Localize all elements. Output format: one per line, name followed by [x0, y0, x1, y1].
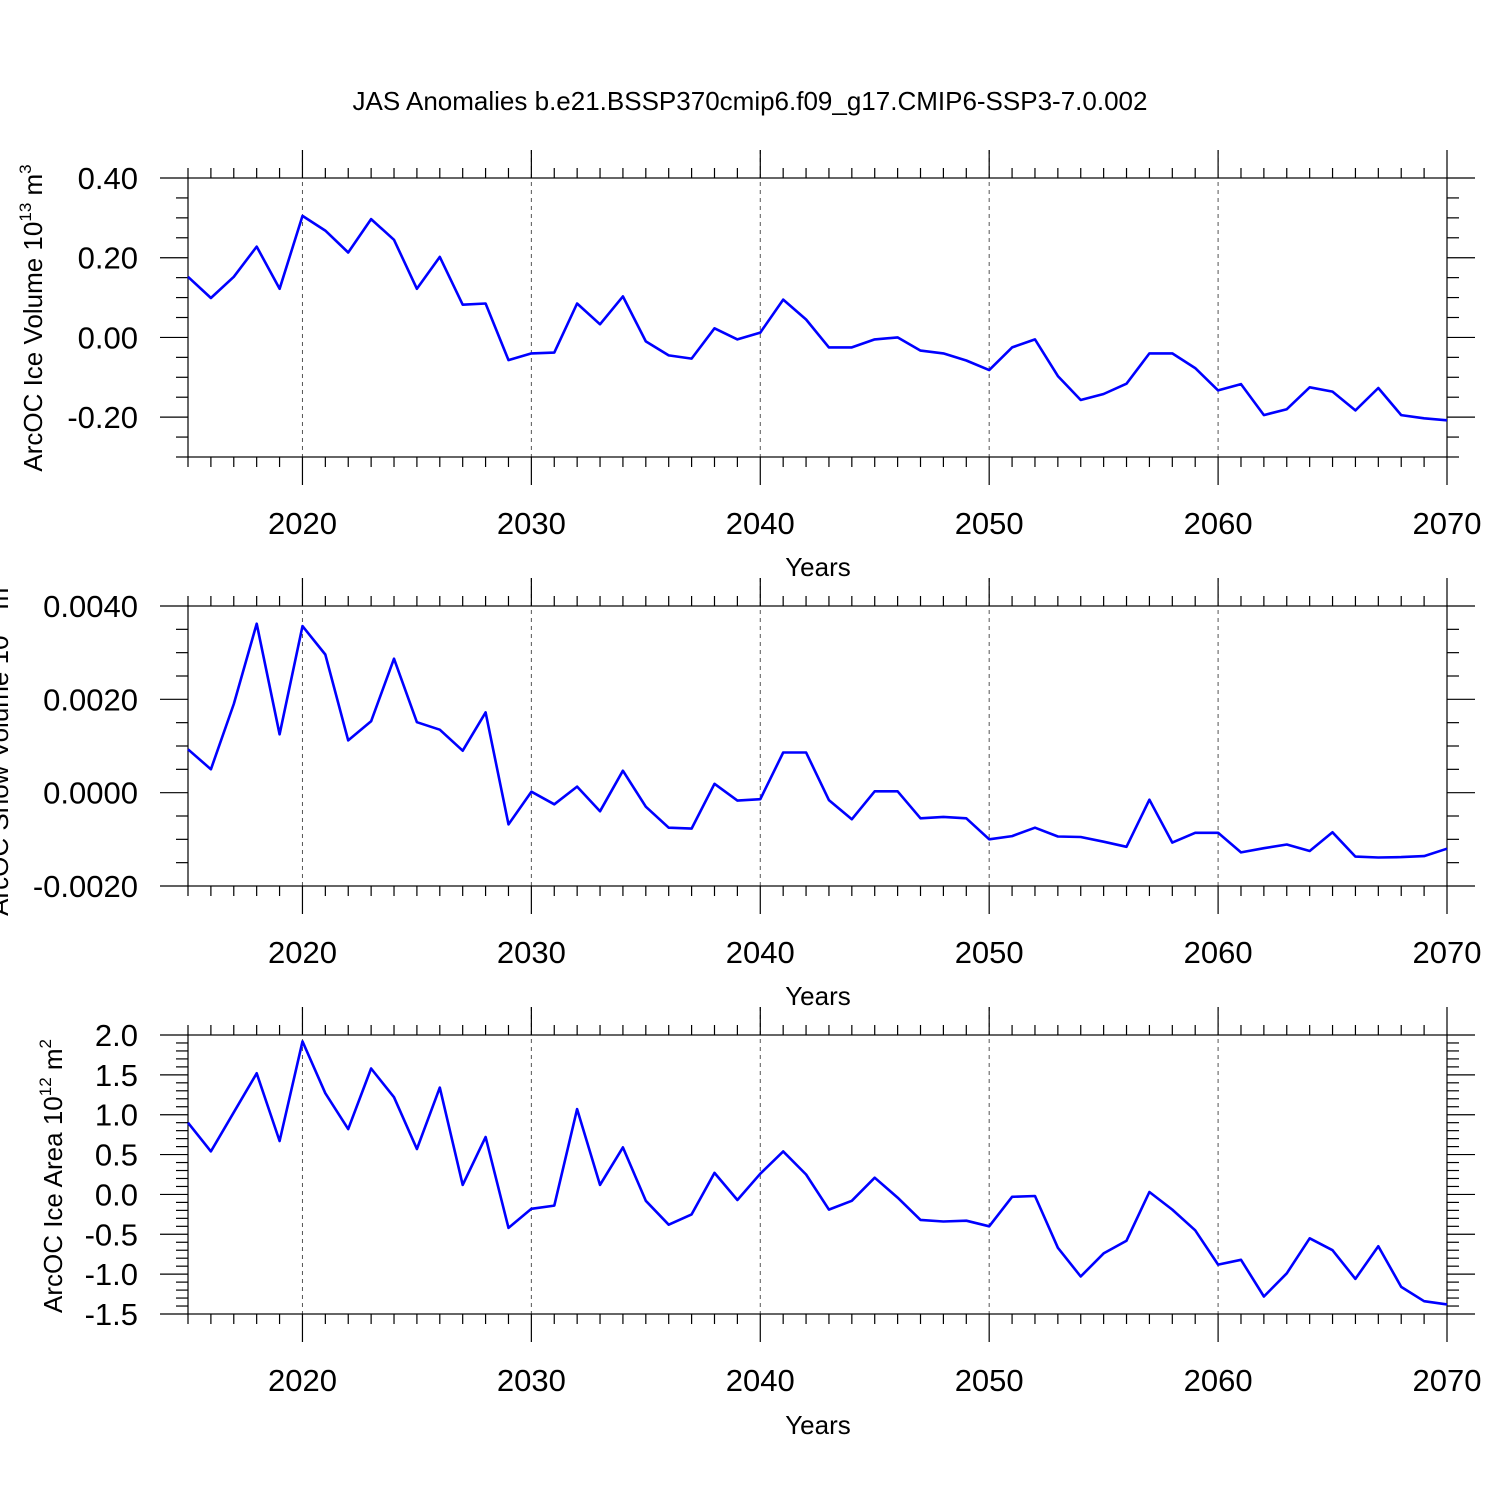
- x-tick-label: 2030: [497, 935, 566, 970]
- y-tick-label: 1.5: [95, 1058, 138, 1093]
- y-axis-label: ArcOC Ice Volume 1013 m3: [16, 164, 48, 471]
- x-axis-label: Years: [785, 1410, 851, 1440]
- y-tick-label: 0.0020: [43, 682, 138, 717]
- plot-frame: [187, 605, 1448, 887]
- series-line: [187, 622, 1448, 859]
- x-tick-label: 2050: [955, 506, 1024, 541]
- panel-ice-area: ArcOC Ice Area 1012 m2 Years 2020 2030 204…: [36, 1007, 1481, 1440]
- y-tick-label: 1.0: [95, 1098, 138, 1133]
- y-tick-label: 0.20: [78, 241, 138, 276]
- y-tick-label: 0.40: [78, 161, 138, 196]
- x-tick-label: 2020: [268, 935, 337, 970]
- x-tick-label: 2060: [1184, 1363, 1253, 1398]
- y-axis-label: ArcOC Ice Area 1012 m2: [36, 1039, 68, 1313]
- panel-snow-volume: ArcOC Snow Volume 1013 m3 Years 2020 2030…: [0, 578, 1481, 1011]
- y-tick-label: 0.00: [78, 320, 138, 355]
- x-tick-label: 2040: [726, 935, 795, 970]
- x-tick-label: 2060: [1184, 935, 1253, 970]
- y-tick-label: 0.5: [95, 1138, 138, 1173]
- y-tick-label: 0.0000: [43, 776, 138, 811]
- x-axis-label: Years: [785, 981, 851, 1011]
- plot-frame: [187, 177, 1448, 458]
- x-tick-label: 2060: [1184, 506, 1253, 541]
- series-line: [187, 214, 1448, 422]
- x-tick-label: 2030: [497, 506, 566, 541]
- y-tick-label: -0.0020: [33, 869, 138, 904]
- y-tick-label: 0.0040: [43, 589, 138, 624]
- figure-title: JAS Anomalies b.e21.BSSP370cmip6.f09_g17…: [353, 86, 1148, 116]
- plot-frame: [187, 1034, 1448, 1315]
- x-tick-label: 2020: [268, 1363, 337, 1398]
- y-tick-label: 0.0: [95, 1177, 138, 1212]
- y-tick-label: -0.5: [85, 1217, 138, 1252]
- x-axis-label: Years: [785, 552, 851, 582]
- y-tick-label: 2.0: [95, 1018, 138, 1053]
- y-tick-label: -1.0: [85, 1257, 138, 1292]
- x-tick-label: 2050: [955, 935, 1024, 970]
- x-tick-label: 2070: [1413, 1363, 1482, 1398]
- series-line: [186, 1040, 1448, 1306]
- x-tick-label: 2070: [1413, 506, 1482, 541]
- x-tick-label: 2040: [726, 506, 795, 541]
- x-tick-label: 2070: [1413, 935, 1482, 970]
- panel-ice-volume: ArcOC Ice Volume 1013 m3 Years 2020 2030 2…: [16, 150, 1481, 582]
- y-tick-label: -1.5: [85, 1297, 138, 1332]
- x-tick-label: 2030: [497, 1363, 566, 1398]
- x-tick-label: 2050: [955, 1363, 1024, 1398]
- y-axis-label: ArcOC Snow Volume 1013 m3: [0, 578, 14, 916]
- x-tick-label: 2020: [268, 506, 337, 541]
- x-tick-label: 2040: [726, 1363, 795, 1398]
- y-tick-label: -0.20: [67, 400, 138, 435]
